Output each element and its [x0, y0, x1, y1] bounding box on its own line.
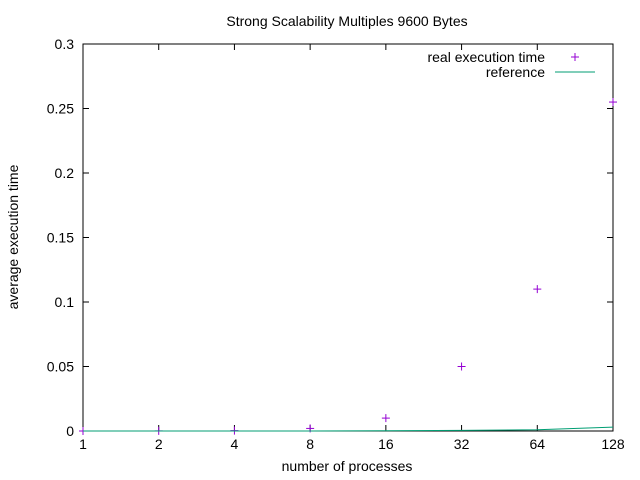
- y-tick-label: 0.25: [47, 101, 74, 117]
- plot-area: [79, 98, 617, 435]
- data-point: [381, 414, 390, 423]
- data-point: [533, 285, 542, 294]
- data-point: [457, 362, 466, 371]
- x-tick-label: 4: [231, 436, 239, 452]
- y-axis: 0 0.05 0.1 0.15 0.2 0.25 0.3: [47, 36, 613, 439]
- chart-title: Strong Scalability Multiples 9600 Bytes: [226, 13, 467, 29]
- legend-label: real execution time: [427, 49, 545, 65]
- y-axis-label: average execution time: [5, 164, 21, 309]
- y-tick-label: 0.3: [55, 36, 75, 52]
- y-tick-label: 0.1: [55, 294, 75, 310]
- x-tick-label: 64: [529, 436, 545, 452]
- x-tick-label: 128: [601, 436, 625, 452]
- reference-series-line: [83, 426, 614, 432]
- x-tick-label: 32: [454, 436, 470, 452]
- y-tick-label: 0.15: [47, 230, 74, 246]
- x-axis: 1 2 4 8 16 32 64 128: [79, 44, 625, 452]
- data-point: [609, 98, 617, 107]
- x-tick-label: 2: [155, 436, 163, 452]
- legend-swatch-marker: [571, 53, 579, 61]
- x-axis-label: number of processes: [282, 458, 413, 474]
- x-tick-label: 16: [378, 436, 394, 452]
- y-tick-label: 0.2: [55, 165, 75, 181]
- plot-frame: [82, 43, 614, 432]
- legend-label: reference: [486, 64, 545, 80]
- y-tick-label: 0.05: [47, 359, 74, 375]
- y-tick-label: 0: [66, 423, 74, 439]
- x-tick-label: 1: [79, 436, 87, 452]
- x-tick-label: 8: [306, 436, 314, 452]
